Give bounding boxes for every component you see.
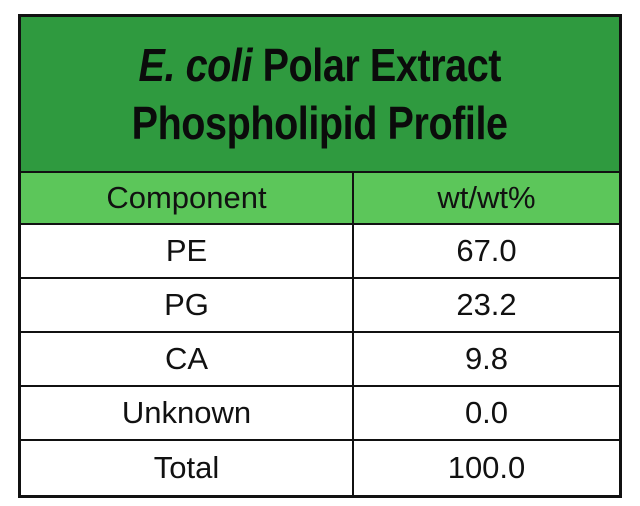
table-row: Total 100.0 [21,441,619,495]
table-cell: 23.2 [456,287,517,322]
column-header: Component [21,173,354,223]
title-emphasis: E. coli [138,39,253,91]
table-row: Unknown 0.0 [21,387,619,441]
title-banner: E. coli Polar Extract Phospholipid Profi… [21,17,619,173]
title-text: Polar Extract [262,39,502,91]
table-cell: PE [21,225,354,277]
table-cell: PG [21,279,354,331]
column-header: wt/wt% [437,180,536,215]
title-text: Phospholipid Profile [131,97,509,149]
table-cell: 100.0 [447,450,526,485]
table-cell: 67.0 [456,233,517,268]
table-cell: 0.0 [464,395,509,430]
table-cell: Total [21,441,354,495]
title-line: E. coli Polar Extract [139,36,502,94]
table-row: PG 23.2 [21,279,619,333]
table-row: CA 9.8 [21,333,619,387]
title-line: Phospholipid Profile [132,94,508,152]
table-row: PE 67.0 [21,225,619,279]
table-cell: Unknown [21,387,354,439]
header-row: Component wt/wt% [21,173,619,225]
table-cell: CA [21,333,354,385]
table-cell: 9.8 [464,341,509,376]
table-card: E. coli Polar Extract Phospholipid Profi… [18,14,622,498]
